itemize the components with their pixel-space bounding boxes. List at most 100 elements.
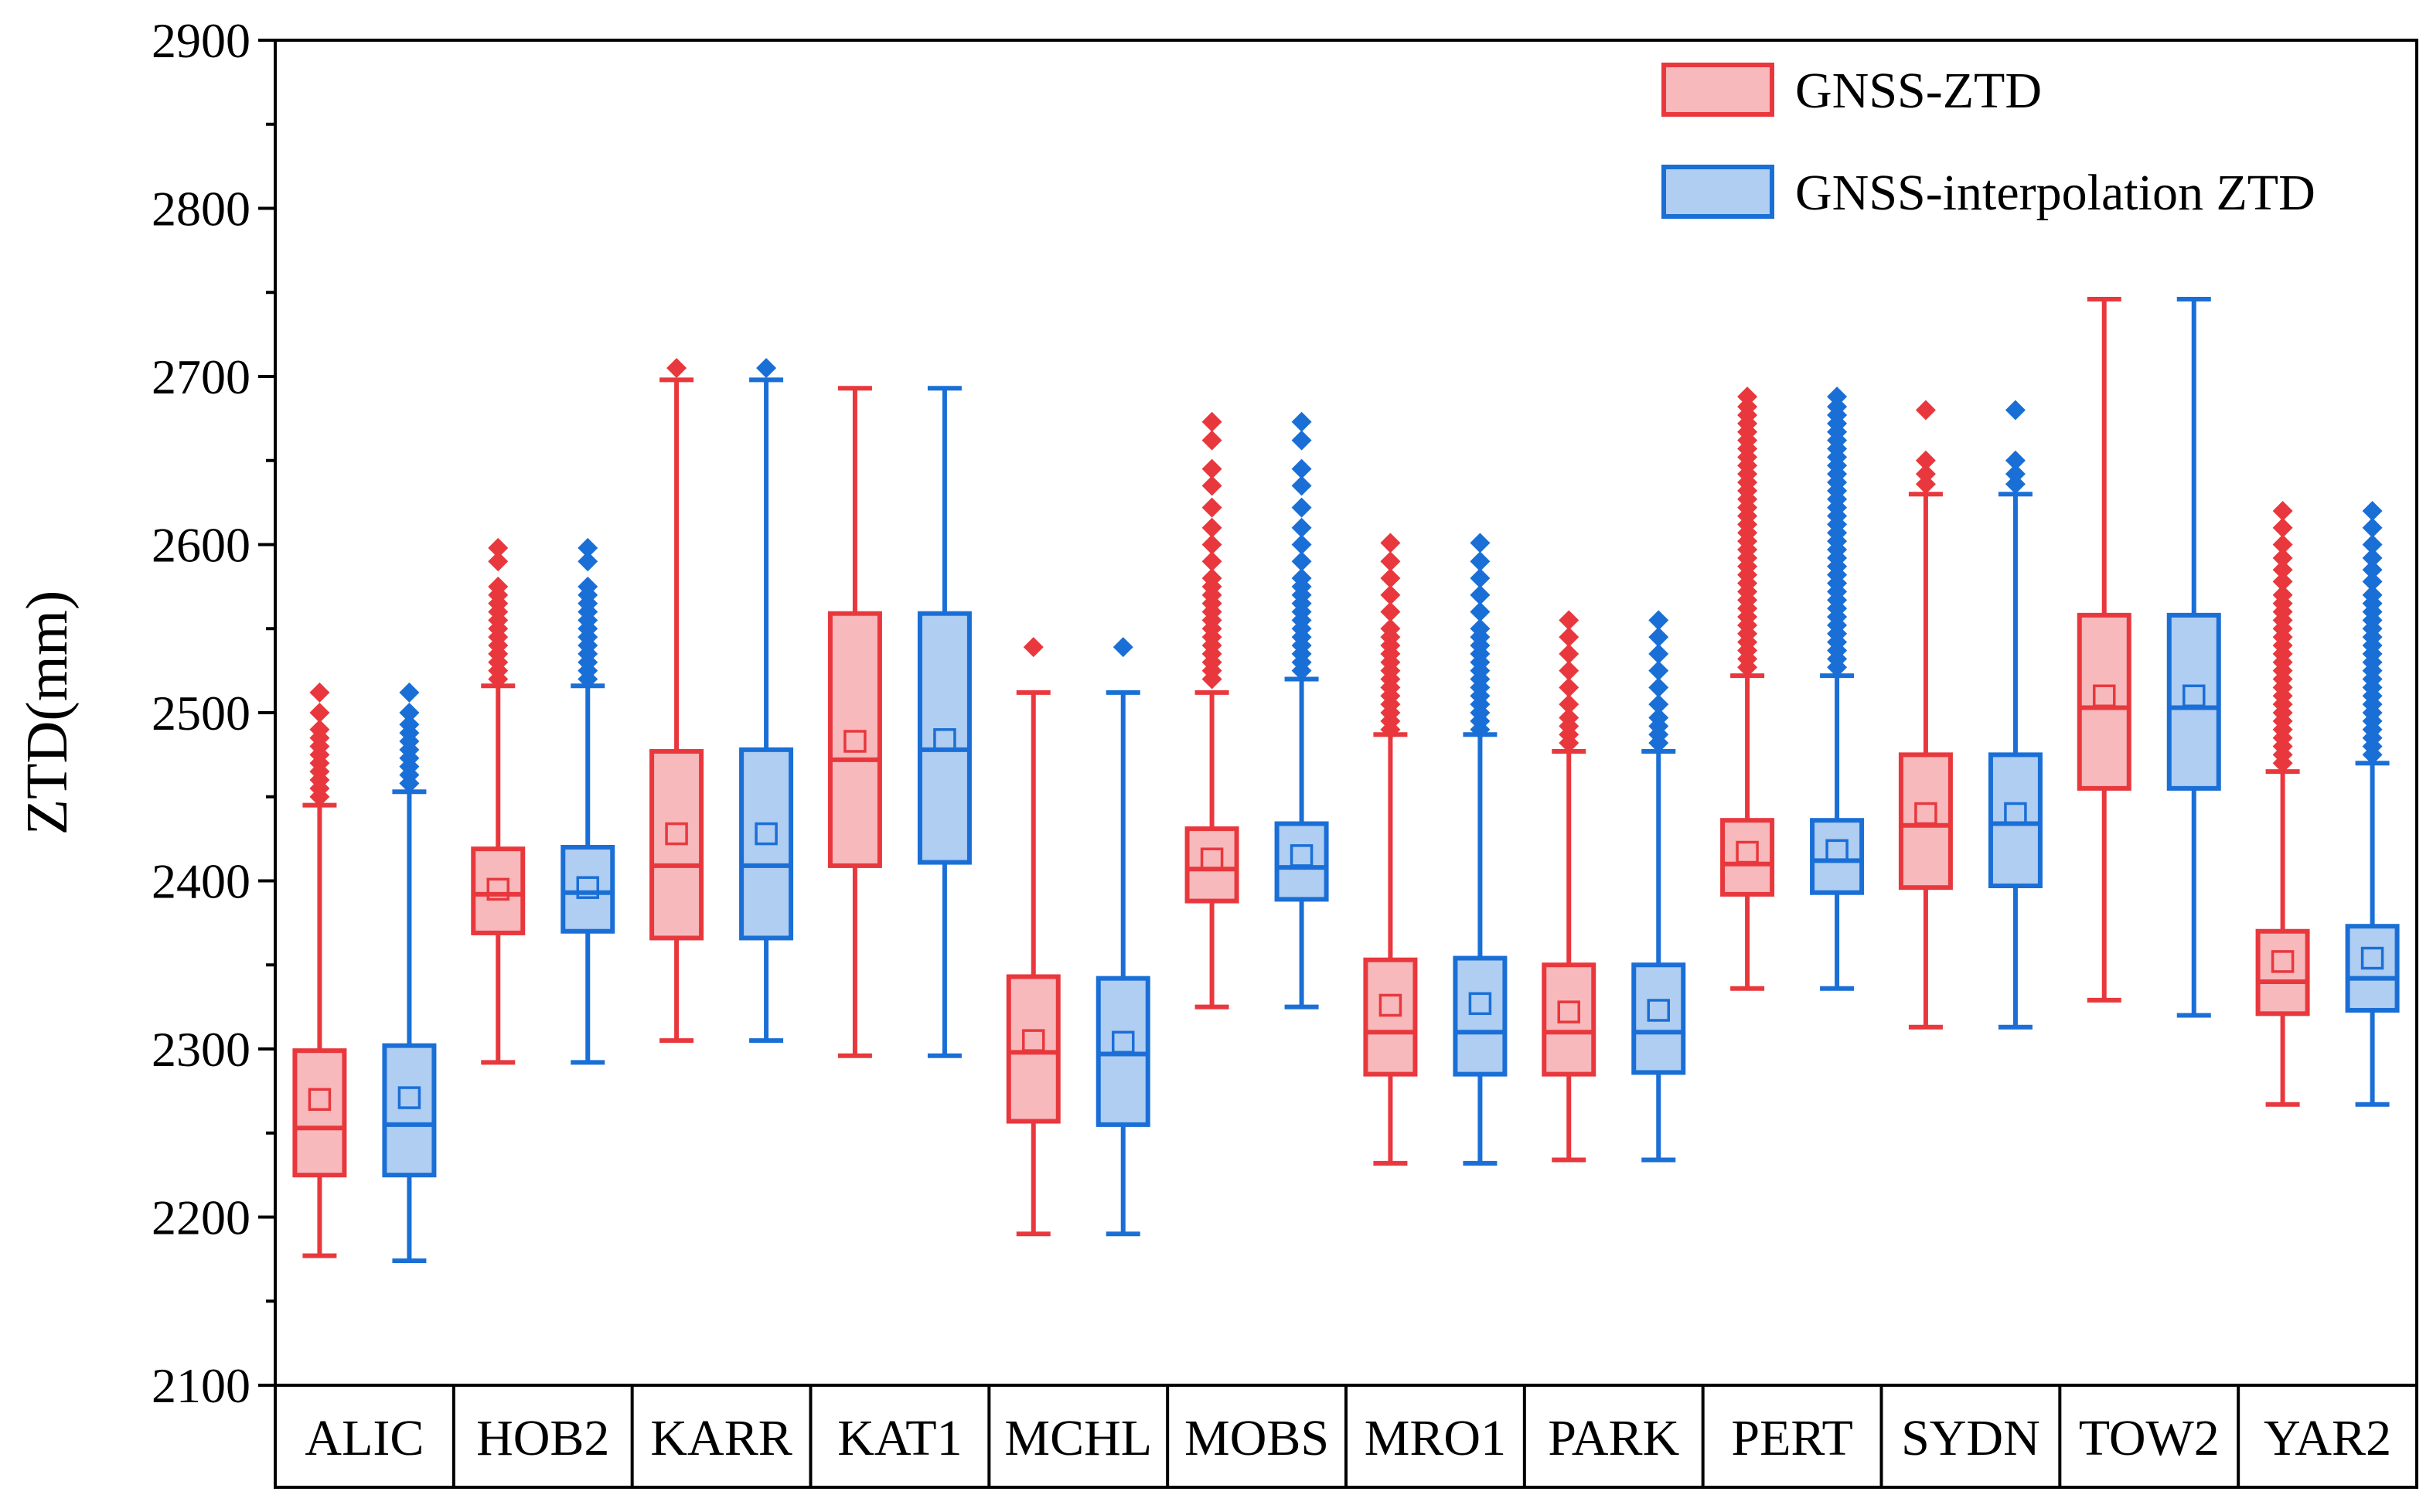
iqr-box	[1898, 752, 1953, 891]
outlier-point	[1648, 643, 1669, 664]
outlier-point	[2272, 584, 2293, 605]
outlier-point	[756, 358, 777, 379]
category-label: KAT1	[837, 1410, 962, 1466]
iqr-box	[2077, 612, 2131, 791]
outlier-point	[2272, 517, 2293, 538]
outlier-point	[1915, 474, 1936, 495]
mean-marker	[2004, 802, 2027, 826]
mean-marker	[2183, 684, 2206, 707]
outlier-point	[1291, 475, 1312, 496]
outlier-point	[2005, 400, 2026, 421]
box-tow2-interp	[2166, 296, 2221, 1018]
outlier-point	[1827, 397, 1848, 417]
outlier-point	[488, 576, 509, 597]
outlier-point	[1113, 637, 1133, 658]
legend-label: GNSS-ZTD	[1795, 63, 2042, 119]
box-pert-interp	[1810, 387, 1865, 991]
outlier-point	[1470, 533, 1491, 553]
box-alic-gnss	[292, 682, 347, 1258]
y-tick-label: 2400	[152, 854, 250, 909]
outlier-point	[1201, 475, 1222, 496]
outlier-point	[1827, 387, 1848, 407]
box-mro1-gnss	[1363, 533, 1418, 1166]
outlier-point	[2272, 547, 2293, 568]
iqr-box	[292, 1048, 347, 1178]
iqr-box	[1274, 821, 1329, 902]
mean-marker	[933, 728, 956, 751]
box-sydn-gnss	[1898, 400, 1953, 1030]
outlier-point	[2362, 501, 2383, 521]
category-label: HOB2	[476, 1410, 609, 1466]
box-kat1-gnss	[827, 386, 882, 1058]
y-tick-label: 2300	[152, 1022, 250, 1077]
box-sydn-interp	[1988, 400, 2043, 1030]
category-label: MOBS	[1184, 1410, 1329, 1466]
outlier-point	[399, 714, 420, 735]
outlier-point	[1559, 707, 1579, 728]
box-mro1-interp	[1453, 533, 1508, 1166]
outlier-point	[309, 682, 330, 703]
outlier-point	[1291, 411, 1312, 432]
outlier-point	[399, 682, 420, 703]
outlier-point	[1201, 534, 1222, 555]
legend-label: GNSS-interpolation ZTD	[1795, 165, 2315, 221]
outlier-point	[399, 703, 420, 723]
legend-item-interp: GNSS-interpolation ZTD	[1661, 165, 2315, 221]
iqr-box	[1184, 826, 1239, 904]
outlier-point	[1201, 517, 1222, 538]
box-tow2-gnss	[2077, 296, 2131, 1003]
iqr-box	[1988, 752, 2043, 889]
category-label: MCHL	[1004, 1410, 1152, 1466]
outlier-point	[1648, 660, 1669, 681]
mean-marker	[1200, 847, 1224, 870]
outlier-point	[1559, 610, 1579, 631]
mean-marker	[397, 1086, 421, 1109]
box-karr-gnss	[649, 358, 704, 1044]
outlier-point	[1559, 660, 1579, 681]
mean-marker	[1468, 992, 1492, 1016]
iqr-box	[1542, 962, 1596, 1077]
legend-item-gnss: GNSS-ZTD	[1661, 63, 2042, 119]
outlier-point	[1470, 601, 1491, 622]
outlier-point	[1291, 517, 1312, 538]
category-label: YAR2	[2264, 1410, 2391, 1466]
mean-marker	[843, 730, 867, 753]
box-alic-interp	[382, 682, 437, 1264]
mean-marker	[665, 822, 688, 846]
outlier-point	[1291, 551, 1312, 572]
outlier-point	[2362, 571, 2383, 592]
y-tick-label: 2200	[152, 1190, 250, 1245]
mean-marker	[1647, 999, 1670, 1022]
iqr-box	[382, 1043, 437, 1178]
iqr-box	[2255, 928, 2310, 1017]
outlier-point	[1915, 450, 1936, 471]
y-tick-label: 2600	[152, 518, 250, 573]
outlier-point	[1470, 568, 1491, 588]
outlier-point	[1737, 387, 1758, 407]
outlier-point	[1291, 430, 1312, 451]
box-park-interp	[1631, 610, 1686, 1163]
outlier-point	[1648, 707, 1669, 728]
iqr-box	[1006, 974, 1061, 1124]
outlier-point	[2362, 584, 2383, 605]
box-mobs-gnss	[1184, 411, 1239, 1010]
outlier-point	[1737, 397, 1758, 417]
outlier-point	[2362, 517, 2383, 538]
box-yar2-gnss	[2255, 501, 2310, 1107]
outlier-point	[1470, 584, 1491, 605]
category-label: KARR	[650, 1410, 792, 1466]
outlier-point	[2362, 560, 2383, 581]
y-tick-label: 2100	[152, 1358, 250, 1413]
outlier-point	[1648, 694, 1669, 715]
legend-swatch	[1661, 165, 1774, 219]
box-karr-interp	[739, 358, 794, 1044]
outlier-point	[1470, 551, 1491, 572]
iqr-box	[1720, 818, 1775, 897]
outlier-point	[1380, 533, 1401, 553]
category-label: PARK	[1548, 1410, 1679, 1466]
outlier-point	[2005, 464, 2026, 485]
outlier-point	[1380, 568, 1401, 588]
mean-marker	[2271, 950, 2295, 973]
outlier-point	[1291, 497, 1312, 518]
